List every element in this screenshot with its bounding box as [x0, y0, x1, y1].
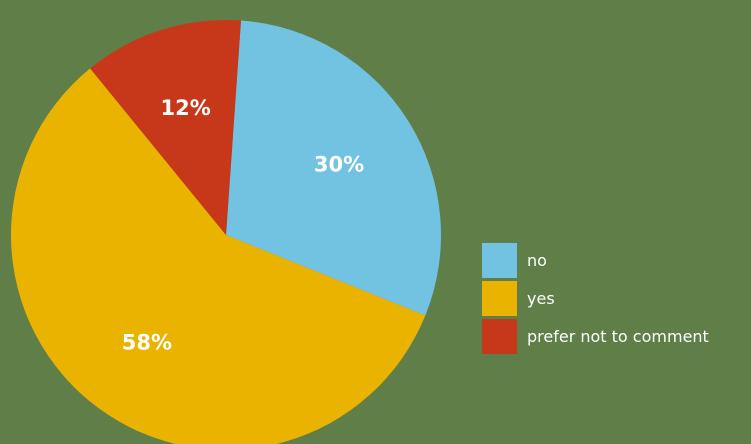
slice-label-prefer-not-to-comment: 12% [161, 96, 211, 120]
chart-legend: no yes prefer not to comment [482, 243, 709, 354]
pie-slices [11, 19, 441, 444]
legend-swatch-yes [482, 281, 517, 316]
legend-label-no: no [527, 251, 547, 270]
legend-label-prefer-not-to-comment: prefer not to comment [527, 327, 709, 346]
pie-slice-prefer-not-to-comment [90, 19, 241, 236]
legend-swatch-prefer-not-to-comment [482, 319, 517, 354]
legend-swatch-no [482, 243, 517, 278]
pie-slice-yes [11, 68, 426, 444]
legend-label-yes: yes [527, 289, 555, 308]
pie-slice-labels: 30% 58% 12% [122, 96, 364, 354]
slice-label-yes: 58% [122, 330, 172, 354]
slice-label-no: 30% [314, 152, 364, 176]
pie-slice-no [226, 20, 441, 316]
